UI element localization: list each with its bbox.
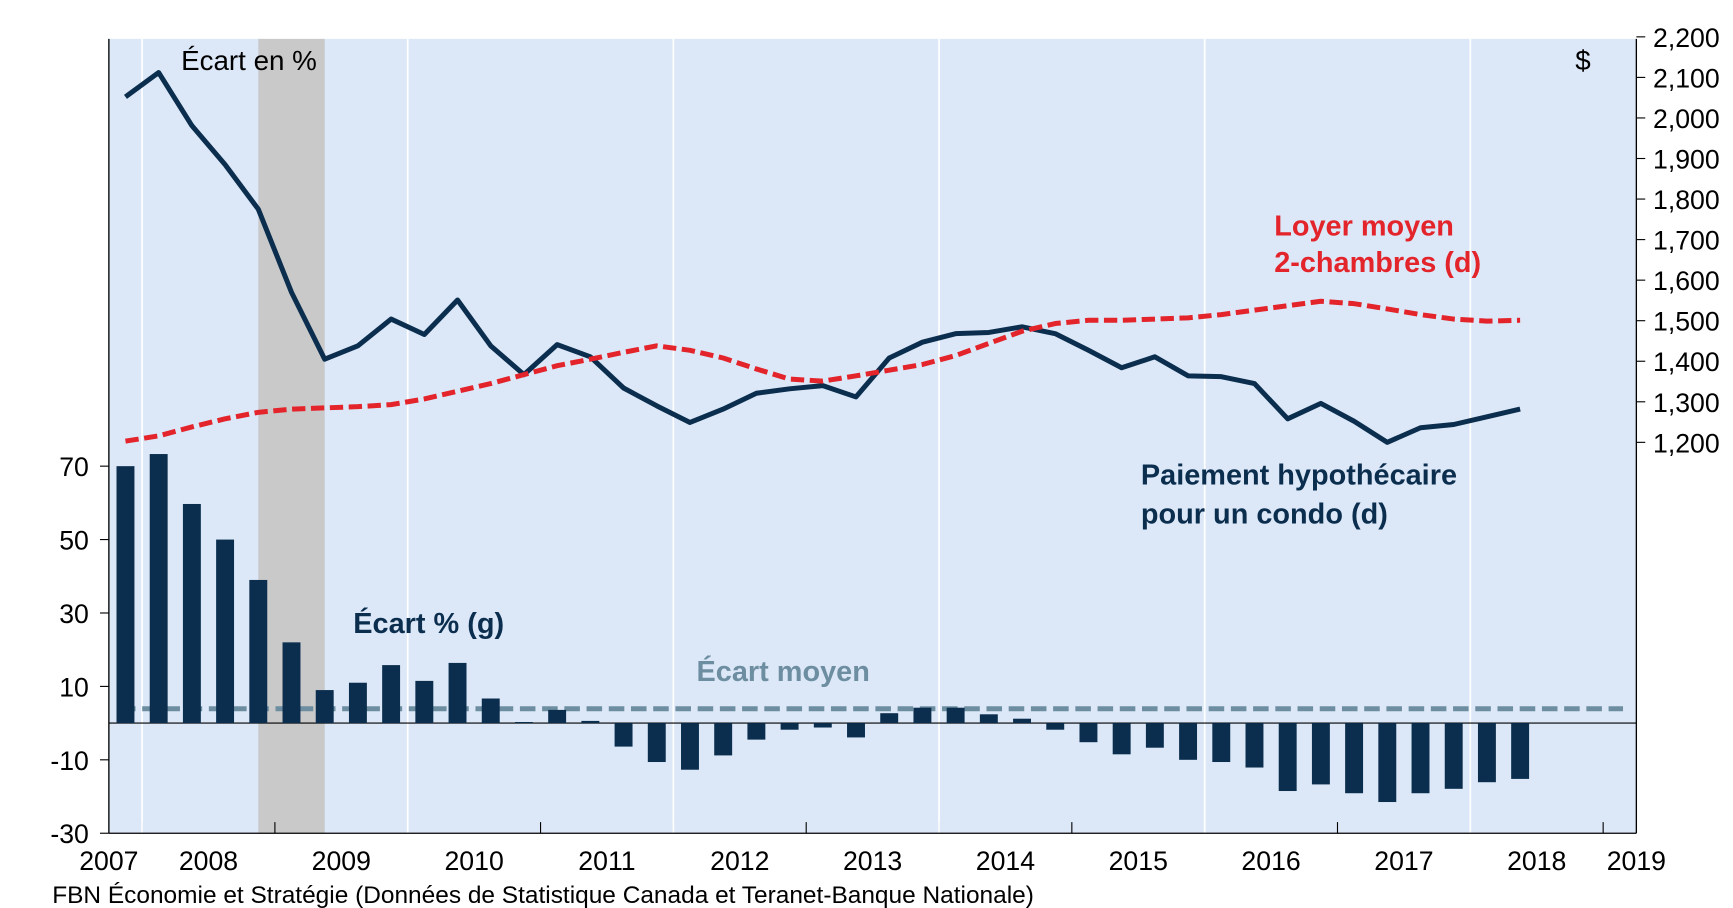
bar [747, 723, 766, 740]
bar [116, 466, 135, 724]
x-tick-label: 2013 [843, 846, 902, 876]
bar [880, 713, 899, 724]
bar [415, 680, 434, 724]
x-tick-label: 2009 [312, 846, 371, 876]
y-tick-label: 30 [59, 599, 89, 629]
bar [315, 690, 334, 724]
x-tick-label: 2007 [79, 846, 138, 876]
bar [481, 698, 500, 724]
bar [282, 642, 301, 724]
x-tick-label: 2015 [1109, 846, 1168, 876]
line [123, 70, 1521, 445]
bar [614, 723, 633, 747]
bar [714, 723, 733, 756]
y2-tick-label: 1,900 [1653, 145, 1720, 175]
series-label: Écart moyen [697, 654, 870, 688]
bar [1046, 723, 1065, 730]
bar [1511, 723, 1530, 779]
bar [182, 503, 201, 724]
bar [1345, 723, 1364, 794]
bar [1079, 723, 1098, 743]
bar [448, 662, 467, 724]
x-tick-label: 2008 [179, 846, 238, 876]
bar [1278, 723, 1297, 792]
bar [979, 714, 998, 724]
x-tick-label: 2018 [1507, 846, 1566, 876]
bar [1411, 723, 1430, 794]
bar [382, 665, 401, 724]
y2-tick-label: 2,200 [1653, 23, 1720, 53]
bar [149, 454, 168, 724]
bar [1245, 723, 1264, 768]
y2-tick-label: 1,600 [1653, 266, 1720, 296]
series-label: Paiement hypothécaire [1141, 459, 1457, 491]
line [125, 298, 1521, 444]
bar [1311, 723, 1330, 785]
y2-tick-label: 2,000 [1653, 104, 1720, 134]
bar [514, 722, 533, 724]
bar [548, 709, 567, 724]
bar [581, 720, 600, 724]
bar [1013, 718, 1032, 724]
x-tick-label: 2017 [1374, 846, 1433, 876]
bar [946, 707, 965, 724]
bar [813, 723, 832, 728]
y-tick-label: -30 [50, 819, 89, 849]
bar [1477, 723, 1496, 783]
right-axis-title: $ [1575, 45, 1590, 76]
series-label: 2-chambres (d) [1274, 247, 1481, 279]
source-note: FBN Économie et Stratégie (Données de St… [52, 882, 1034, 908]
bar [913, 707, 932, 724]
y-tick-label: 50 [59, 526, 89, 556]
bar [1212, 723, 1231, 763]
bar [1378, 723, 1397, 803]
bar [647, 723, 666, 763]
y2-tick-label: 1,500 [1653, 307, 1720, 337]
x-tick-label: 2019 [1607, 846, 1666, 876]
bar [249, 579, 268, 724]
x-tick-label: 2012 [710, 846, 769, 876]
y-tick-label: -10 [50, 746, 89, 776]
bar [348, 682, 367, 724]
bar [1145, 723, 1164, 748]
series-label: Loyer moyen [1274, 211, 1454, 243]
y2-tick-label: 1,300 [1653, 388, 1720, 418]
y2-tick-label: 1,400 [1653, 347, 1720, 377]
x-tick-label: 2011 [578, 846, 635, 876]
bar [681, 723, 699, 770]
y-tick-label: 10 [59, 672, 89, 702]
y-tick-label: 70 [59, 452, 89, 482]
left-axis-title: Écart en % [181, 45, 317, 76]
bar [1179, 723, 1198, 760]
bar [1444, 723, 1463, 789]
series-label: Écart % (g) [353, 606, 504, 640]
bar [216, 539, 235, 724]
x-tick-label: 2016 [1241, 846, 1300, 876]
y2-tick-label: 1,200 [1653, 428, 1720, 458]
x-tick-label: 2014 [976, 846, 1035, 876]
bar [847, 723, 865, 738]
x-tick-label: 2010 [444, 846, 503, 876]
y2-tick-label: 1,700 [1653, 226, 1720, 256]
y2-tick-label: 1,800 [1653, 185, 1720, 215]
marks: 2007 2008 2009 2010 2011 2012 2013 2014 2015 2016… [50, 23, 1719, 876]
bar [780, 723, 799, 730]
bar [1112, 723, 1131, 755]
series-label: pour un condo (d) [1141, 498, 1388, 530]
y2-tick-label: 2,100 [1653, 63, 1720, 93]
